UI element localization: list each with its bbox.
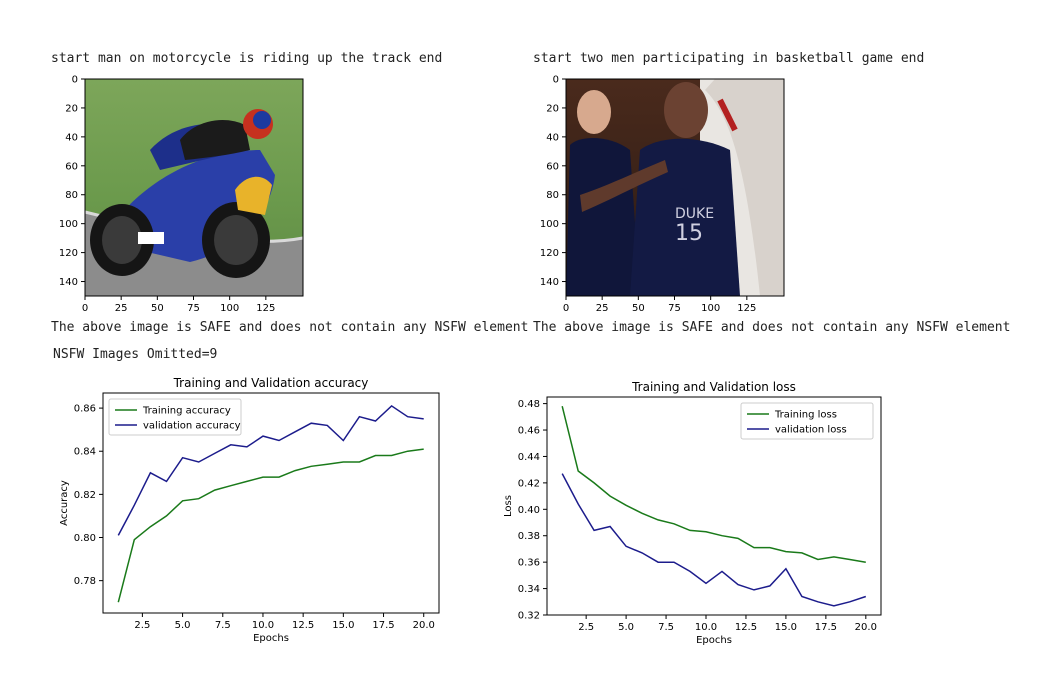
loss-y-axis-label: Loss — [503, 495, 514, 517]
svg-text:DUKE: DUKE — [675, 206, 714, 222]
x-tick-label: 15.0 — [332, 620, 354, 631]
accuracy-chart-title: Training and Validation accuracy — [173, 376, 369, 390]
image-x-tick-label: 75 — [187, 303, 200, 314]
image-x-tick-label: 125 — [256, 303, 275, 314]
image-x-tick-label: 75 — [668, 303, 681, 314]
accuracy-x-axis-label: Epochs — [253, 633, 289, 644]
image-y-tick-label: 40 — [65, 132, 78, 143]
x-tick-label: 20.0 — [413, 620, 435, 631]
image-y-tick-label: 140 — [59, 277, 78, 288]
legend-label-training: Training accuracy — [142, 406, 231, 417]
image-x-tick-label: 0 — [563, 303, 569, 314]
x-tick-label: 2.5 — [134, 620, 150, 631]
image-y-tick-label: 20 — [65, 103, 78, 114]
right-safe-status: The above image is SAFE and does not con… — [533, 320, 1011, 335]
x-tick-label: 2.5 — [578, 622, 594, 633]
legend-label-validation: validation loss — [775, 425, 847, 436]
image-y-tick-label: 140 — [540, 277, 559, 288]
x-tick-label: 12.5 — [735, 622, 757, 633]
y-tick-label: 0.46 — [518, 426, 540, 437]
x-tick-label: 17.5 — [372, 620, 394, 631]
image-x-tick-label: 25 — [115, 303, 128, 314]
x-tick-label: 20.0 — [855, 622, 877, 633]
basketball-image: 15 DUKE — [566, 79, 784, 296]
legend-label-training: Training loss — [774, 410, 837, 421]
svg-text:15: 15 — [675, 221, 703, 246]
image-x-tick-label: 100 — [701, 303, 720, 314]
accuracy-series-training-line — [117, 448, 424, 603]
x-tick-label: 5.0 — [175, 620, 191, 631]
x-tick-label: 7.5 — [658, 622, 674, 633]
y-tick-label: 0.36 — [518, 558, 540, 569]
image-x-tick-label: 0 — [82, 303, 88, 314]
accuracy-legend: Training accuracy validation accuracy — [108, 398, 242, 436]
y-tick-label: 0.82 — [74, 490, 96, 501]
y-tick-label: 0.40 — [518, 505, 540, 516]
loss-series-validation-line — [561, 473, 867, 607]
y-tick-label: 0.44 — [518, 452, 540, 463]
image-y-tick-label: 40 — [546, 132, 559, 143]
image-y-tick-label: 60 — [65, 161, 78, 172]
legend-box — [108, 398, 242, 436]
image-y-tick-label: 120 — [540, 248, 559, 259]
legend-label-validation: validation accuracy — [143, 421, 241, 432]
loss-x-axis-label: Epochs — [696, 635, 732, 646]
image-y-tick-label: 0 — [72, 75, 78, 86]
accuracy-chart: Training and Validation accuracy 2.5 5.0 7.… — [59, 376, 440, 644]
y-tick-label: 0.80 — [74, 533, 96, 544]
y-tick-label: 0.42 — [518, 478, 540, 489]
motorcycle-image — [84, 79, 304, 296]
loss-chart: Training and Validation loss 2.5 5.0 7.5 10.… — [503, 380, 882, 646]
image-y-tick-label: 100 — [59, 219, 78, 230]
image-y-tick-label: 60 — [546, 161, 559, 172]
left-image-axes: 0 20 40 60 80 100 120 140 0 25 50 75 100 125 — [59, 75, 304, 314]
image-y-tick-label: 80 — [65, 190, 78, 201]
y-tick-label: 0.34 — [518, 584, 540, 595]
loss-chart-title: Training and Validation loss — [631, 380, 796, 394]
x-tick-label: 10.0 — [695, 622, 717, 633]
image-x-tick-label: 100 — [220, 303, 239, 314]
image-x-tick-label: 25 — [596, 303, 609, 314]
accuracy-plot-frame — [102, 392, 440, 614]
legend-box — [740, 402, 874, 440]
accuracy-series-validation-line — [117, 404, 424, 536]
right-image-caption: start two men participating in basketbal… — [533, 51, 925, 66]
image-y-tick-label: 20 — [546, 103, 559, 114]
image-x-tick-label: 125 — [737, 303, 756, 314]
image-x-tick-label: 50 — [632, 303, 645, 314]
image-y-tick-label: 100 — [540, 219, 559, 230]
right-image-axes: 0 20 40 60 80 100 120 140 0 25 50 75 100 125 — [540, 75, 785, 314]
y-tick-label: 0.48 — [518, 399, 540, 410]
x-tick-label: 12.5 — [292, 620, 314, 631]
x-tick-label: 10.0 — [252, 620, 274, 631]
x-tick-label: 5.0 — [618, 622, 634, 633]
y-tick-label: 0.32 — [518, 611, 540, 622]
y-tick-label: 0.86 — [74, 404, 96, 415]
y-tick-label: 0.84 — [74, 447, 96, 458]
left-safe-status: The above image is SAFE and does not con… — [51, 320, 529, 335]
image-x-tick-label: 50 — [151, 303, 164, 314]
loss-plot-frame — [546, 396, 882, 616]
y-tick-label: 0.78 — [74, 576, 96, 587]
nsfw-omitted-count: NSFW Images Omitted=9 — [53, 347, 218, 362]
image-y-tick-label: 0 — [553, 75, 559, 86]
accuracy-y-axis-label: Accuracy — [59, 480, 70, 526]
image-y-tick-label: 80 — [546, 190, 559, 201]
loss-series-training-line — [561, 406, 866, 563]
x-tick-label: 17.5 — [815, 622, 837, 633]
y-tick-label: 0.38 — [518, 531, 540, 542]
left-image-caption: start man on motorcycle is riding up the… — [51, 51, 443, 66]
x-tick-label: 7.5 — [215, 620, 231, 631]
loss-legend: Training loss validation loss — [740, 402, 874, 440]
x-tick-label: 15.0 — [775, 622, 797, 633]
image-y-tick-label: 120 — [59, 248, 78, 259]
